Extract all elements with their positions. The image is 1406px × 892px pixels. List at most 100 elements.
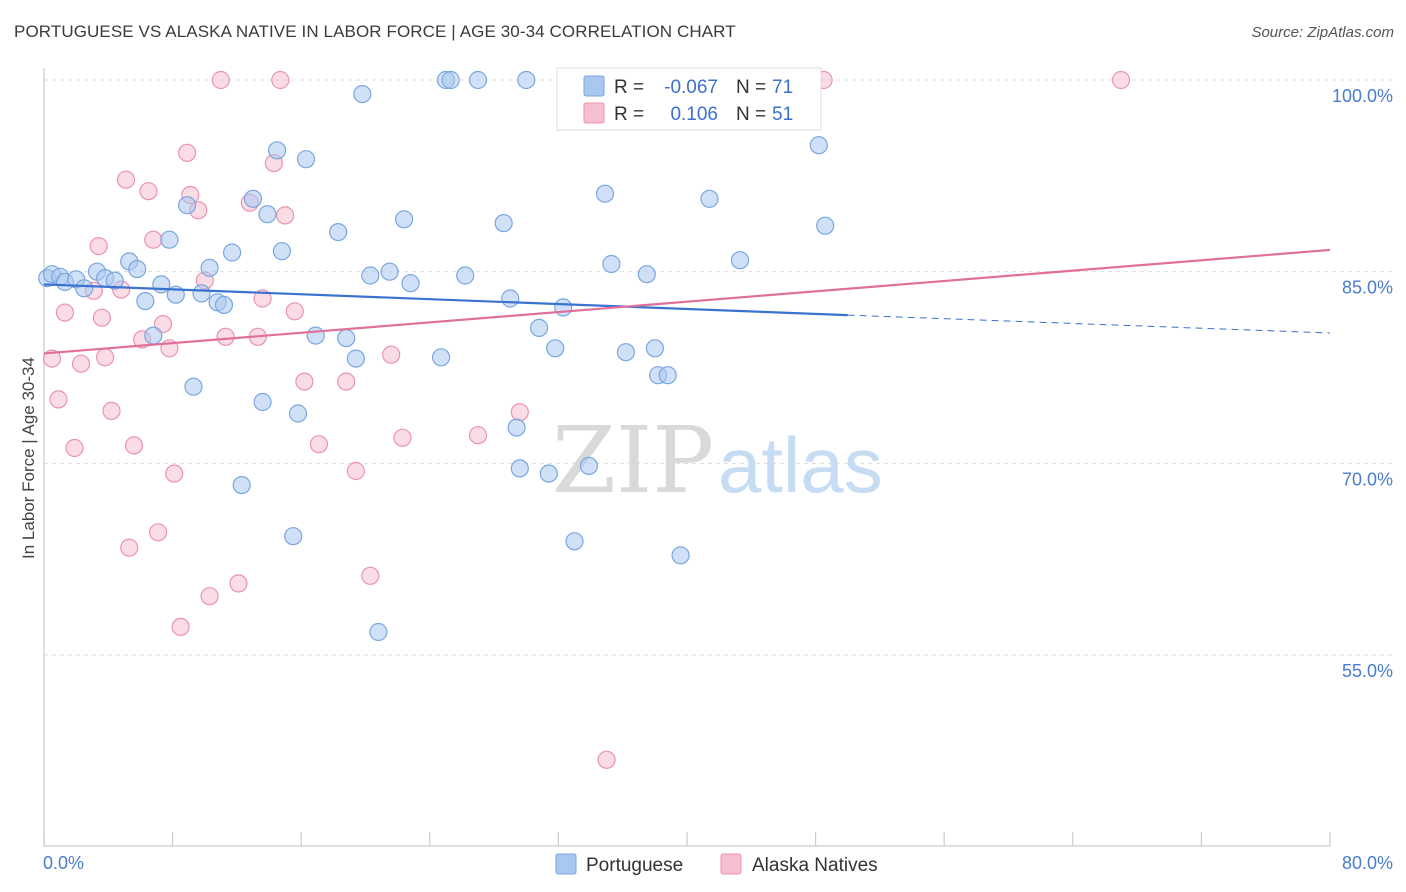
portuguese-point <box>152 275 171 294</box>
legend-r-label-portuguese: R = <box>614 77 644 98</box>
trend-layer <box>43 248 1331 355</box>
legend-n-value-portuguese: 71 <box>772 77 793 98</box>
portuguese-point <box>730 251 750 270</box>
alaska-natives-point <box>139 182 158 201</box>
portuguese-point <box>258 205 277 224</box>
alaska-natives-point <box>1111 70 1131 90</box>
alaska-natives-point <box>597 750 616 769</box>
portuguese-point <box>579 456 599 475</box>
x-tick-marks <box>43 832 1331 846</box>
portuguese-point <box>105 271 124 290</box>
y-tick-label: 85.0% <box>1342 278 1393 298</box>
portuguese-point <box>637 265 656 284</box>
gridlines <box>44 79 1392 656</box>
portuguese-point <box>671 546 690 565</box>
series-legend-label-portuguese: Portuguese <box>586 855 683 876</box>
alaska-natives-point <box>120 538 139 557</box>
alaska-natives-point <box>200 587 219 606</box>
watermark-atlas: atlas <box>718 421 883 509</box>
y-tick-labels: 55.0% 70.0% 85.0% 100.0% <box>1332 86 1393 681</box>
alaska-natives-point <box>285 302 304 321</box>
portuguese-point <box>700 189 719 208</box>
alaska-natives-point <box>309 435 328 454</box>
alaska-natives-point <box>337 372 356 391</box>
legend-n-label-portuguese: N = <box>736 77 766 98</box>
portuguese-point <box>529 318 549 337</box>
portuguese-point <box>546 339 565 358</box>
legend-r-value-alaska-natives: 0.106 <box>670 104 718 125</box>
portuguese-point <box>456 266 475 285</box>
portuguese-point <box>75 279 94 298</box>
legend-r-value-portuguese: -0.067 <box>664 77 718 98</box>
portuguese-point <box>809 136 828 155</box>
x-tick-label-max: 80.0% <box>1342 853 1393 873</box>
alaska-natives-point <box>55 303 75 322</box>
alaska-natives-point <box>253 289 272 308</box>
alaska-natives-point <box>510 403 529 422</box>
y-tick-label: 100.0% <box>1332 86 1393 106</box>
portuguese-point <box>144 326 163 345</box>
points-layer <box>38 70 1131 769</box>
alaska-natives-point <box>42 349 62 368</box>
portuguese-point <box>243 189 263 208</box>
alaska-natives-point <box>271 70 290 90</box>
alaska-natives-point <box>95 348 115 367</box>
portuguese-point <box>184 377 203 396</box>
portuguese-point <box>616 343 636 362</box>
portuguese-point <box>160 230 179 249</box>
portuguese-trend-extension <box>847 314 1331 334</box>
alaska-natives-point <box>211 70 230 90</box>
chart-title: PORTUGUESE VS ALASKA NATIVE IN LABOR FOR… <box>14 22 736 41</box>
alaska-natives-point <box>178 143 197 162</box>
portuguese-point <box>595 184 615 203</box>
portuguese-point <box>306 326 325 345</box>
portuguese-point <box>329 223 348 242</box>
portuguese-point <box>223 243 242 262</box>
alaska-natives-point <box>65 438 84 458</box>
alaska-natives-point <box>49 390 68 409</box>
y-axis-label: In Labor Force | Age 30-34 <box>19 357 38 559</box>
alaska-natives-point <box>116 170 136 189</box>
portuguese-point <box>539 464 558 483</box>
alaska-natives-point <box>171 617 190 637</box>
portuguese-point <box>602 254 621 274</box>
portuguese-point <box>272 242 291 261</box>
x-tick-label-min: 0.0% <box>43 853 84 873</box>
portuguese-point <box>296 150 316 169</box>
portuguese-point <box>510 459 529 478</box>
portuguese-point <box>501 289 520 308</box>
portuguese-point <box>192 284 211 303</box>
portuguese-point <box>494 214 513 233</box>
stats-legend: R = -0.067 N = 71 R = 0.106 N = 51 <box>556 67 822 131</box>
portuguese-point <box>369 622 388 642</box>
alaska-natives-point <box>361 566 380 585</box>
portuguese-point <box>268 141 287 160</box>
portuguese-point <box>361 266 380 285</box>
portuguese-point <box>401 274 420 293</box>
portuguese-point <box>468 70 488 90</box>
series-legend: Portuguese Alaska Natives <box>555 853 878 876</box>
portuguese-point <box>337 329 356 348</box>
portuguese-point <box>658 366 677 385</box>
alaska-natives-point <box>149 523 168 542</box>
portuguese-point <box>380 262 399 281</box>
alaska-natives-point <box>102 401 121 420</box>
y-tick-label: 55.0% <box>1342 661 1393 681</box>
legend-swatch-portuguese <box>583 75 605 97</box>
portuguese-point <box>178 196 197 215</box>
portuguese-point <box>128 260 147 279</box>
alaska-natives-point <box>295 372 314 391</box>
portuguese-point <box>284 527 303 546</box>
portuguese-point <box>507 418 526 437</box>
portuguese-point <box>645 339 665 358</box>
portuguese-point <box>214 295 234 314</box>
portuguese-point <box>232 476 251 495</box>
portuguese-point <box>517 70 536 90</box>
alaska-natives-point <box>393 428 412 447</box>
alaska-natives-point <box>89 237 108 256</box>
alaska-natives-point <box>276 206 295 225</box>
alaska-natives-point <box>165 464 184 483</box>
portuguese-point <box>816 216 835 235</box>
portuguese-point <box>395 210 414 229</box>
